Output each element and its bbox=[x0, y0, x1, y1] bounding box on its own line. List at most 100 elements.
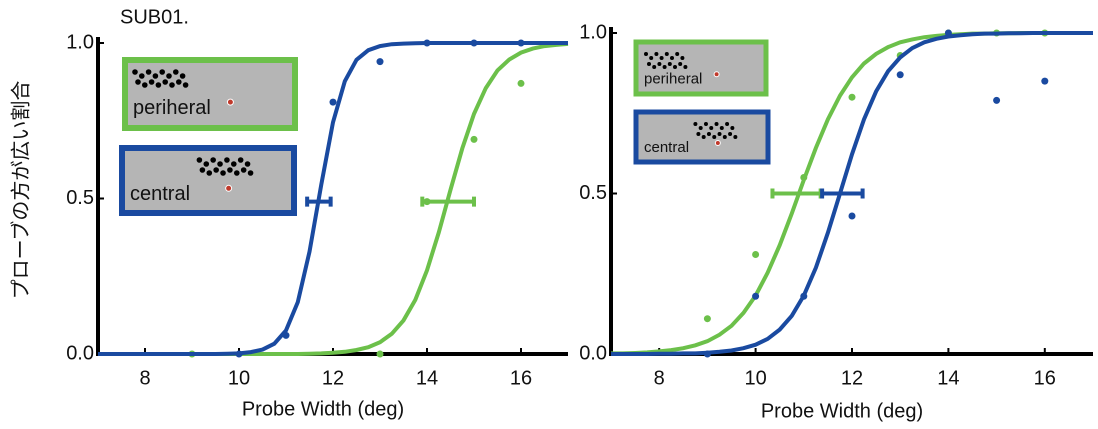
stimulus-dot bbox=[210, 157, 216, 163]
fixation-dot bbox=[713, 71, 720, 78]
stimulus-dot bbox=[667, 62, 672, 66]
stimulus-dot bbox=[173, 69, 179, 75]
stimulus-dot bbox=[664, 52, 669, 56]
x-axis-label: Probe Width (deg) bbox=[242, 398, 404, 420]
x-tick-label: 10 bbox=[228, 367, 250, 389]
stimulus-dot bbox=[244, 161, 251, 167]
data-point bbox=[944, 29, 952, 37]
fixation-dot bbox=[226, 98, 234, 106]
stimulus-dot bbox=[709, 126, 714, 130]
stimulus-dot bbox=[213, 167, 219, 173]
x-tick-label: 8 bbox=[654, 367, 665, 389]
stimulus-dot bbox=[693, 122, 698, 126]
legend-box bbox=[122, 57, 298, 131]
stimulus-dot bbox=[698, 126, 703, 130]
stimulus-dot bbox=[237, 157, 244, 163]
stimulus-dot bbox=[696, 132, 701, 136]
fit-curve bbox=[611, 31, 1093, 356]
data-point bbox=[896, 71, 904, 79]
stimulus-dot bbox=[224, 157, 230, 163]
data-point bbox=[848, 93, 856, 101]
stimulus-dot bbox=[730, 126, 735, 130]
stimulus-dot bbox=[659, 56, 664, 60]
data-point bbox=[752, 250, 760, 258]
stimulus-dot bbox=[652, 65, 657, 69]
stimulus-dot bbox=[725, 122, 730, 126]
stimulus-dot bbox=[145, 69, 152, 75]
data-point bbox=[703, 350, 711, 358]
stimulus-dot bbox=[644, 52, 648, 56]
x-tick-label: 12 bbox=[841, 367, 863, 389]
stimulus-dot bbox=[703, 122, 708, 126]
stimulus-dot bbox=[678, 62, 683, 66]
stimulus-dot bbox=[662, 65, 667, 69]
data-point bbox=[423, 39, 431, 47]
stimulus-dot bbox=[206, 170, 213, 176]
stimulus-dot bbox=[240, 167, 247, 173]
stimulus-dot bbox=[722, 135, 727, 139]
stimulus-dot bbox=[683, 65, 688, 69]
y-tick-label: 0.0 bbox=[66, 342, 94, 364]
stimulus-dot bbox=[719, 126, 724, 130]
data-point bbox=[517, 79, 525, 87]
chart-title: SUB01. bbox=[120, 6, 189, 28]
stimulus-dot bbox=[670, 56, 674, 60]
legend-label: central bbox=[644, 139, 689, 156]
stimulus-dot bbox=[647, 62, 651, 66]
data-point bbox=[1041, 77, 1049, 85]
threshold-error-bar bbox=[305, 196, 333, 207]
stimulus-dot bbox=[649, 56, 654, 60]
stimulus-dot bbox=[733, 135, 738, 139]
x-tick-label: 16 bbox=[510, 367, 532, 389]
stimulus-dot bbox=[132, 69, 138, 75]
stimulus-dot bbox=[159, 69, 165, 75]
stimulus-dot bbox=[680, 56, 685, 60]
stimulus-dot bbox=[162, 79, 168, 85]
data-point bbox=[376, 350, 384, 358]
stimulus-dot bbox=[142, 82, 148, 88]
x-tick-label: 8 bbox=[139, 367, 150, 389]
stimulus-dot bbox=[673, 65, 677, 69]
stimulus-dot bbox=[203, 161, 210, 167]
threshold-error-bar bbox=[420, 196, 476, 207]
stimulus-dot bbox=[169, 82, 175, 88]
data-point bbox=[800, 173, 808, 181]
data-point bbox=[752, 292, 760, 300]
stimulus-dot bbox=[176, 79, 182, 85]
y-axis-label: プローブの方が広い割合 bbox=[8, 81, 32, 300]
stimulus-dot bbox=[217, 161, 223, 167]
data-point bbox=[517, 39, 525, 47]
stimulus-dot bbox=[139, 73, 145, 79]
stimulus-dot bbox=[654, 52, 659, 56]
data-point bbox=[282, 331, 290, 339]
y-tick-label: 1.0 bbox=[579, 21, 607, 43]
data-point bbox=[470, 135, 478, 143]
data-point bbox=[235, 350, 243, 358]
stimulus-dot bbox=[166, 73, 172, 79]
stimulus-dot bbox=[706, 132, 711, 136]
stimulus-dot bbox=[701, 135, 706, 139]
data-point bbox=[376, 58, 384, 66]
data-point bbox=[703, 315, 711, 323]
stimulus-dot bbox=[199, 167, 206, 173]
stimulus-dot bbox=[179, 73, 186, 79]
stimulus-dot bbox=[196, 157, 203, 163]
legend-label: central bbox=[130, 183, 190, 205]
data-point bbox=[470, 39, 478, 47]
fixation-dot bbox=[225, 184, 233, 192]
data-point bbox=[329, 98, 337, 106]
x-tick-label: 12 bbox=[322, 367, 344, 389]
stimulus-dot bbox=[155, 82, 162, 88]
legend-label: periheral bbox=[644, 70, 702, 87]
x-tick-label: 14 bbox=[937, 367, 959, 389]
fixation-dot bbox=[714, 140, 721, 146]
stimulus-dot bbox=[182, 82, 189, 88]
stimulus-dot bbox=[728, 132, 733, 136]
stimulus-dot bbox=[152, 73, 159, 79]
legend-label: periheral bbox=[133, 97, 211, 119]
stimulus-dot bbox=[234, 170, 240, 176]
stimulus-dot bbox=[717, 132, 722, 136]
threshold-error-bar bbox=[820, 188, 865, 199]
y-tick-label: 1.0 bbox=[66, 31, 94, 53]
